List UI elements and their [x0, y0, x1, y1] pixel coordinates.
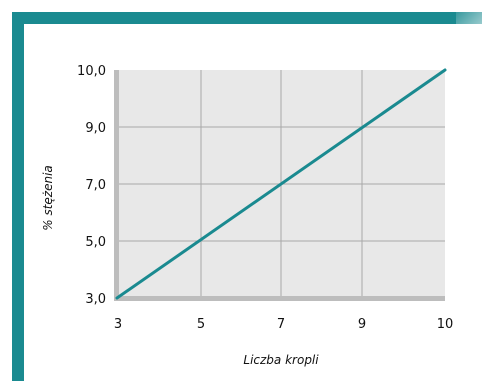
series-line — [115, 68, 447, 300]
y-tick-label: 7,0 — [85, 178, 106, 193]
y-tick-label: 10,0 — [77, 64, 106, 79]
x-tick-label: 3 — [114, 317, 122, 332]
y-tick-labels: 3,0 5,0 7,0 9,0 10,0 — [77, 64, 106, 307]
x-tick-label: 9 — [358, 317, 366, 332]
frame-left-bar — [12, 12, 24, 381]
frame-corner-fade — [456, 0, 482, 24]
y-axis-title: % stężenia — [41, 165, 55, 231]
x-axis-line — [114, 296, 445, 301]
frame-top-bar — [12, 12, 482, 24]
x-tick-label: 5 — [197, 317, 205, 332]
y-tick-label: 3,0 — [85, 292, 106, 307]
x-tick-label: 7 — [277, 317, 285, 332]
series-group — [115, 68, 447, 300]
y-tick-label: 9,0 — [85, 121, 106, 136]
x-axis-title: Liczba kropli — [243, 353, 319, 367]
x-tick-labels: 3 5 7 9 10 — [114, 317, 453, 332]
x-tick-label: 10 — [437, 317, 454, 332]
y-axis-line — [114, 70, 119, 300]
y-tick-label: 5,0 — [85, 235, 106, 250]
